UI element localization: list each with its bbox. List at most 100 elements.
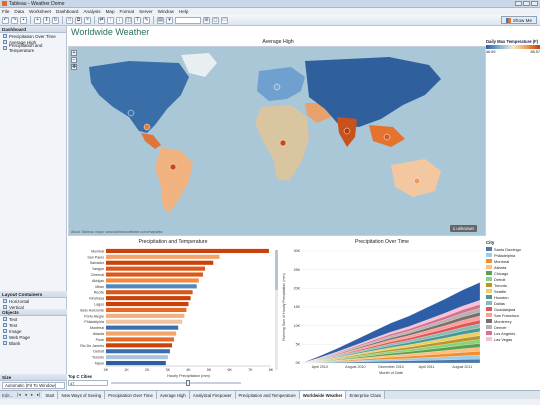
duplicate-icon[interactable]: ⧉: [75, 16, 82, 24]
city-legend-item[interactable]: Los Angeles: [486, 330, 540, 336]
menu-file[interactable]: File: [2, 9, 10, 14]
city-marker[interactable]: [273, 83, 281, 91]
precipitation-area-chart[interactable]: 0K 5K 10K 15K 20K 25K 30K April 2010 August 2010…: [280, 245, 486, 381]
sort-descending-icon[interactable]: ↓: [116, 16, 123, 24]
object-item-image[interactable]: Image: [0, 328, 67, 334]
city-legend-item[interactable]: San Francisco: [486, 312, 540, 318]
city-marker[interactable]: [127, 109, 135, 117]
precipitation-bar[interactable]: [106, 355, 168, 360]
asia[interactable]: [305, 57, 441, 127]
precipitation-bar[interactable]: [106, 325, 179, 330]
group-icon[interactable]: ◫: [125, 16, 132, 24]
city-legend-item[interactable]: Detroit: [486, 276, 540, 282]
fit-icon[interactable]: ▾: [166, 16, 173, 24]
city-marker[interactable]: [169, 163, 177, 171]
undo-icon[interactable]: ↶: [2, 16, 9, 24]
first-sheet-icon[interactable]: |◂: [17, 392, 21, 397]
city-legend-item[interactable]: Las Vegas: [486, 336, 540, 342]
north-america[interactable]: [89, 61, 189, 133]
bar-chart-scrollbar[interactable]: [275, 250, 278, 370]
unknown-locations-badge[interactable]: 1 unknown: [449, 225, 477, 232]
menu-dashboard[interactable]: Dashboard: [56, 9, 79, 14]
sheet-tab[interactable]: Enterprise Class: [346, 391, 386, 399]
sheet-tab[interactable]: Worldwide Weather: [299, 391, 347, 399]
pan-icon[interactable]: ✥: [71, 64, 77, 70]
city-legend-item[interactable]: Denver: [486, 324, 540, 330]
close-button[interactable]: [531, 1, 538, 6]
swap-icon[interactable]: ⇄: [98, 16, 105, 24]
top-cities-slider[interactable]: [111, 380, 241, 386]
save-icon[interactable]: ▪: [20, 16, 27, 24]
city-legend-item[interactable]: Houston: [486, 294, 540, 300]
precipitation-bar[interactable]: [106, 266, 205, 271]
city-legend-item[interactable]: Monterrey: [486, 318, 540, 324]
refresh-icon[interactable]: ↻: [52, 16, 59, 24]
area-series-other[interactable]: [301, 282, 481, 364]
precipitation-bar[interactable]: [106, 331, 177, 336]
prev-sheet-icon[interactable]: ◂: [24, 392, 27, 397]
object-item-text[interactable]: Text: [0, 322, 67, 328]
highlight-icon[interactable]: ✎: [143, 16, 150, 24]
object-item-blank[interactable]: Blank: [0, 340, 67, 346]
city-legend-item[interactable]: Toronto: [486, 282, 540, 288]
menu-format[interactable]: Format: [119, 9, 135, 14]
layout-item-vertical[interactable]: Vertical: [0, 304, 67, 310]
precipitation-bar[interactable]: [106, 337, 175, 342]
sort-ascending-icon[interactable]: ↑: [107, 16, 114, 24]
precipitation-bar[interactable]: [106, 296, 191, 301]
precipitation-bar[interactable]: [106, 284, 197, 289]
chart-icon[interactable]: ▤: [157, 16, 164, 24]
object-item-web-page[interactable]: Web Page: [0, 334, 67, 340]
precipitation-bar-chart[interactable]: Mumbai San Paulo Salvador Yangon Chennai Abid…: [68, 244, 281, 381]
top-cities-input[interactable]: 47: [68, 380, 108, 386]
menu-window[interactable]: Window: [157, 9, 174, 14]
city-legend-item[interactable]: Guadalajara: [486, 306, 540, 312]
city-legend-item[interactable]: Dallas: [486, 300, 540, 306]
maximize-button[interactable]: [523, 1, 530, 6]
precipitation-bar[interactable]: [106, 278, 199, 283]
precipitation-bar[interactable]: [106, 360, 166, 366]
object-item-text[interactable]: Text: [0, 316, 67, 322]
precipitation-bar[interactable]: [106, 272, 203, 277]
labels-icon[interactable]: T: [134, 16, 141, 24]
precipitation-bar[interactable]: [106, 260, 214, 265]
sheet-tab[interactable]: Precipitation and Temperature: [235, 391, 300, 399]
menu-analysis[interactable]: Analysis: [83, 9, 101, 14]
menu-map[interactable]: Map: [105, 9, 115, 14]
precipitation-bar[interactable]: [106, 248, 269, 254]
zoom-in-icon[interactable]: +: [71, 50, 77, 56]
sheet-tab[interactable]: Analytical Firepower: [189, 391, 236, 399]
world-map[interactable]: + − ✥ About Tableau maps: www.tableausof…: [68, 46, 486, 236]
central-america[interactable]: [141, 133, 161, 149]
slider-thumb[interactable]: [186, 380, 191, 386]
precipitation-bar[interactable]: [106, 349, 170, 354]
show-me-button[interactable]: Show Me: [500, 16, 537, 24]
sheet-tab[interactable]: Average High: [156, 391, 190, 399]
status-edit[interactable]: Edit...: [2, 392, 14, 398]
precipitation-bar[interactable]: [106, 290, 193, 295]
city-marker[interactable]: [343, 127, 351, 135]
precipitation-bar[interactable]: [106, 343, 172, 348]
sheet-tab[interactable]: New Ways of Seeing: [58, 391, 106, 399]
clear-icon[interactable]: ×: [84, 16, 91, 24]
pause-icon[interactable]: ‖: [43, 16, 50, 24]
sheet-item-average-high[interactable]: Average High: [0, 39, 66, 45]
fix-axes-icon[interactable]: ⊞: [203, 16, 210, 24]
last-sheet-icon[interactable]: ▸|: [37, 392, 41, 397]
city-legend-item[interactable]: Atlanta: [486, 264, 540, 270]
scrollbar-thumb[interactable]: [275, 250, 278, 290]
precipitation-bar[interactable]: [106, 254, 220, 259]
fit-dropdown[interactable]: [175, 16, 201, 24]
city-marker[interactable]: [413, 177, 421, 185]
new-worksheet-icon[interactable]: □: [66, 16, 73, 24]
tooltip-icon[interactable]: ◻: [212, 16, 219, 24]
city-legend-item[interactable]: Chicago: [486, 270, 540, 276]
menu-server[interactable]: Server: [139, 9, 153, 14]
greenland[interactable]: [181, 53, 217, 77]
city-legend-item[interactable]: Santo Domingo: [486, 246, 540, 252]
size-dropdown[interactable]: Automatic (Fit To Window): [2, 382, 65, 389]
city-legend-item[interactable]: Seattle: [486, 288, 540, 294]
precipitation-bar[interactable]: [106, 307, 187, 313]
city-marker[interactable]: [279, 139, 287, 147]
sheet-tab[interactable]: Precipitation Over Time: [105, 391, 157, 399]
